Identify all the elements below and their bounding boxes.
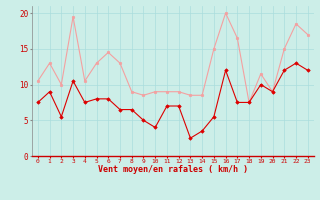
X-axis label: Vent moyen/en rafales ( km/h ): Vent moyen/en rafales ( km/h ): [98, 165, 248, 174]
